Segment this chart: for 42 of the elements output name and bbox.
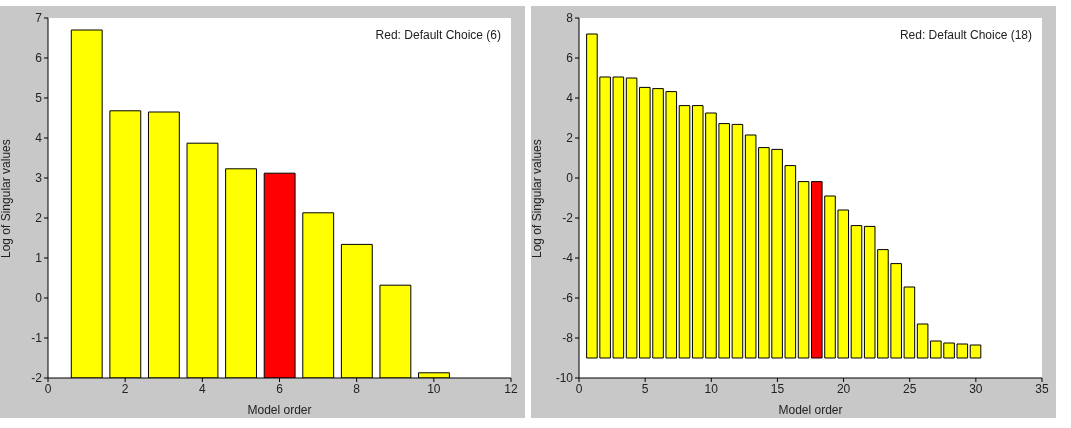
y-tick-label: 0 xyxy=(35,291,43,306)
y-tick-label: 6 xyxy=(566,51,574,66)
x-tick-label: 6 xyxy=(276,381,284,396)
x-axis-title: Model order xyxy=(778,403,843,417)
y-tick-label: 2 xyxy=(35,211,43,226)
y-tick-label: 0 xyxy=(566,171,574,186)
y-tick-label: 2 xyxy=(566,131,574,146)
y-tick-label: 4 xyxy=(566,91,574,106)
x-tick-label: 30 xyxy=(969,381,983,396)
y-tick-label: 5 xyxy=(35,91,43,106)
y-tick-label: -10 xyxy=(555,371,574,386)
bar xyxy=(969,344,982,359)
x-tick-label: 20 xyxy=(836,381,851,396)
x-tick-label: 10 xyxy=(427,381,441,396)
x-tick-label: 12 xyxy=(504,381,518,396)
y-tick-label: -6 xyxy=(562,291,574,306)
x-tick-label: 25 xyxy=(903,381,917,396)
annotation: Red: Default Choice (6) xyxy=(375,28,501,42)
y-tick-label: -2 xyxy=(562,211,574,226)
x-tick-label: 10 xyxy=(704,381,719,396)
x-tick-label: 2 xyxy=(121,381,129,396)
y-tick-label: 7 xyxy=(35,11,43,26)
y-axis-title: Log of Singular values xyxy=(530,139,545,258)
bar xyxy=(678,105,691,359)
y-tick-label: -1 xyxy=(31,331,43,346)
y-tick-label: 3 xyxy=(35,171,43,186)
y-tick-label: 8 xyxy=(566,11,574,26)
y-tick-label: 6 xyxy=(35,51,43,66)
y-tick-label: -8 xyxy=(562,331,574,346)
y-tick-label: 4 xyxy=(35,131,43,146)
x-tick-label: 4 xyxy=(198,381,206,396)
bar xyxy=(850,225,863,359)
x-tick-label: 35 xyxy=(1035,381,1049,396)
y-tick-label: 1 xyxy=(35,251,43,266)
annotation: Red: Default Choice (18) xyxy=(899,28,1032,42)
y-axis-title: Log of Singular values xyxy=(0,139,14,258)
x-tick-label: 8 xyxy=(353,381,361,396)
x-axis-title: Model order xyxy=(247,403,312,417)
x-tick-label: 5 xyxy=(641,381,649,396)
y-tick-label: -2 xyxy=(31,371,43,386)
y-tick-label: -4 xyxy=(562,251,574,266)
x-tick-label: 15 xyxy=(770,381,785,396)
